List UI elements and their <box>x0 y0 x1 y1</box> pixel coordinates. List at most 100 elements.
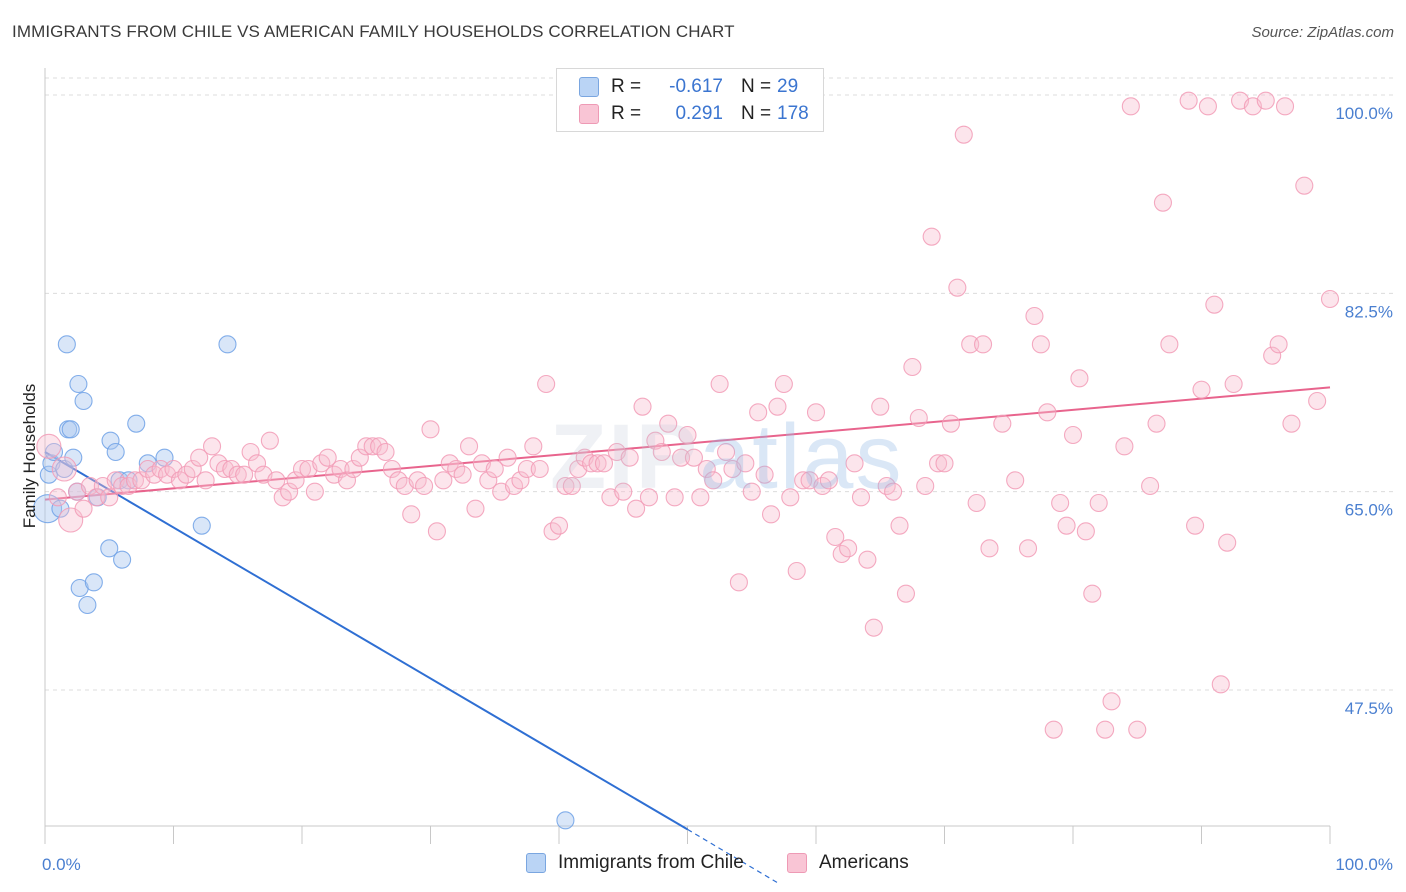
point-americans <box>948 278 967 297</box>
point-americans <box>890 516 909 535</box>
point-americans <box>267 471 286 490</box>
point-americans <box>190 448 209 467</box>
point-chile <box>192 516 211 535</box>
point-chile <box>33 494 63 524</box>
point-americans <box>305 482 324 501</box>
point-americans <box>1211 675 1230 694</box>
legend-r-label: R = <box>611 76 642 97</box>
point-americans <box>896 584 916 603</box>
point-americans <box>761 505 781 524</box>
point-americans <box>851 488 871 507</box>
point-americans <box>922 227 941 246</box>
point-chile <box>69 374 88 394</box>
point-americans <box>48 488 67 507</box>
point-americans <box>1038 403 1057 422</box>
point-americans <box>935 454 954 473</box>
point-americans <box>652 442 671 462</box>
point-americans <box>350 448 369 467</box>
point-americans <box>1076 522 1095 541</box>
point-americans <box>517 459 536 479</box>
point-americans <box>415 476 434 496</box>
series-legend-americans[interactable]: Americans <box>787 852 909 874</box>
point-chile <box>44 442 64 462</box>
point-americans <box>620 448 639 467</box>
y-tick-label: 65.0% <box>1345 501 1393 520</box>
point-americans <box>639 488 659 507</box>
point-americans <box>402 505 421 524</box>
point-americans <box>125 471 144 490</box>
series-legend-chile[interactable]: Immigrants from Chile <box>526 852 744 874</box>
correlation-legend: R = -0.617 N = 29 R = 0.291 N = 178 <box>556 68 824 132</box>
point-americans <box>704 471 723 490</box>
point-americans <box>434 471 453 490</box>
point-americans <box>774 374 793 394</box>
point-americans <box>614 482 633 501</box>
series-label-chile: Immigrants from Chile <box>558 852 744 873</box>
point-chile <box>84 573 103 592</box>
legend-r-label: R = <box>611 103 642 124</box>
point-americans <box>280 482 299 501</box>
point-chile <box>556 811 575 830</box>
point-americans <box>742 482 761 501</box>
point-americans <box>929 454 948 473</box>
point-americans <box>427 522 446 541</box>
point-americans <box>729 573 748 592</box>
point-americans <box>331 459 350 479</box>
y-tick-label: 82.5% <box>1345 302 1393 321</box>
point-americans <box>382 459 402 479</box>
point-americans <box>1218 533 1237 552</box>
legend-n-value: 29 <box>777 76 799 97</box>
x-tick-label-end: 100.0% <box>1335 855 1393 874</box>
point-americans <box>871 397 890 416</box>
legend-r-value: 0.291 <box>675 103 723 124</box>
point-americans <box>1128 720 1147 739</box>
point-americans <box>530 459 549 479</box>
point-americans <box>459 437 479 456</box>
point-americans <box>659 414 678 433</box>
source-label: Source: ZipAtlas.com <box>1251 24 1394 41</box>
point-chile <box>127 414 146 433</box>
point-americans <box>1147 414 1166 433</box>
point-americans <box>781 488 800 507</box>
chart-title: IMMIGRANTS FROM CHILE VS AMERICAN FAMILY… <box>12 22 735 41</box>
point-americans <box>884 482 903 501</box>
trend-line-chile <box>44 451 689 831</box>
point-americans <box>466 499 485 518</box>
point-americans <box>376 442 395 462</box>
point-americans <box>337 471 357 490</box>
point-americans <box>562 476 581 496</box>
axes <box>44 68 1331 844</box>
legend-n-label: N = <box>741 103 772 124</box>
legend-swatch-chile <box>579 77 599 97</box>
point-americans <box>794 471 813 490</box>
point-americans <box>967 493 986 513</box>
point-americans <box>1186 516 1205 535</box>
y-tick-label: 47.5% <box>1345 699 1393 718</box>
point-americans <box>909 408 928 428</box>
point-americans <box>749 403 768 422</box>
point-americans <box>453 465 472 484</box>
point-americans <box>1295 176 1314 195</box>
series-legend: Immigrants from Chile Americans <box>0 852 1406 878</box>
point-americans <box>903 357 922 377</box>
point-chile <box>218 335 237 354</box>
watermark-part2: atlas <box>699 406 904 508</box>
point-americans <box>1308 391 1327 411</box>
point-americans <box>755 465 774 484</box>
data-points <box>33 91 1340 830</box>
point-americans <box>993 414 1012 433</box>
point-americans <box>736 454 755 473</box>
point-americans <box>479 471 498 490</box>
series-label-americans: Americans <box>819 852 909 873</box>
point-americans <box>1256 91 1275 110</box>
legend-n-label: N = <box>741 76 772 97</box>
point-americans <box>1153 193 1172 212</box>
point-americans <box>961 335 980 354</box>
point-americans <box>916 476 935 496</box>
point-americans <box>710 374 729 394</box>
point-americans <box>646 431 665 450</box>
point-americans <box>684 448 703 467</box>
series-swatch-americans <box>787 853 807 873</box>
point-chile <box>61 420 80 439</box>
point-americans <box>511 471 530 490</box>
